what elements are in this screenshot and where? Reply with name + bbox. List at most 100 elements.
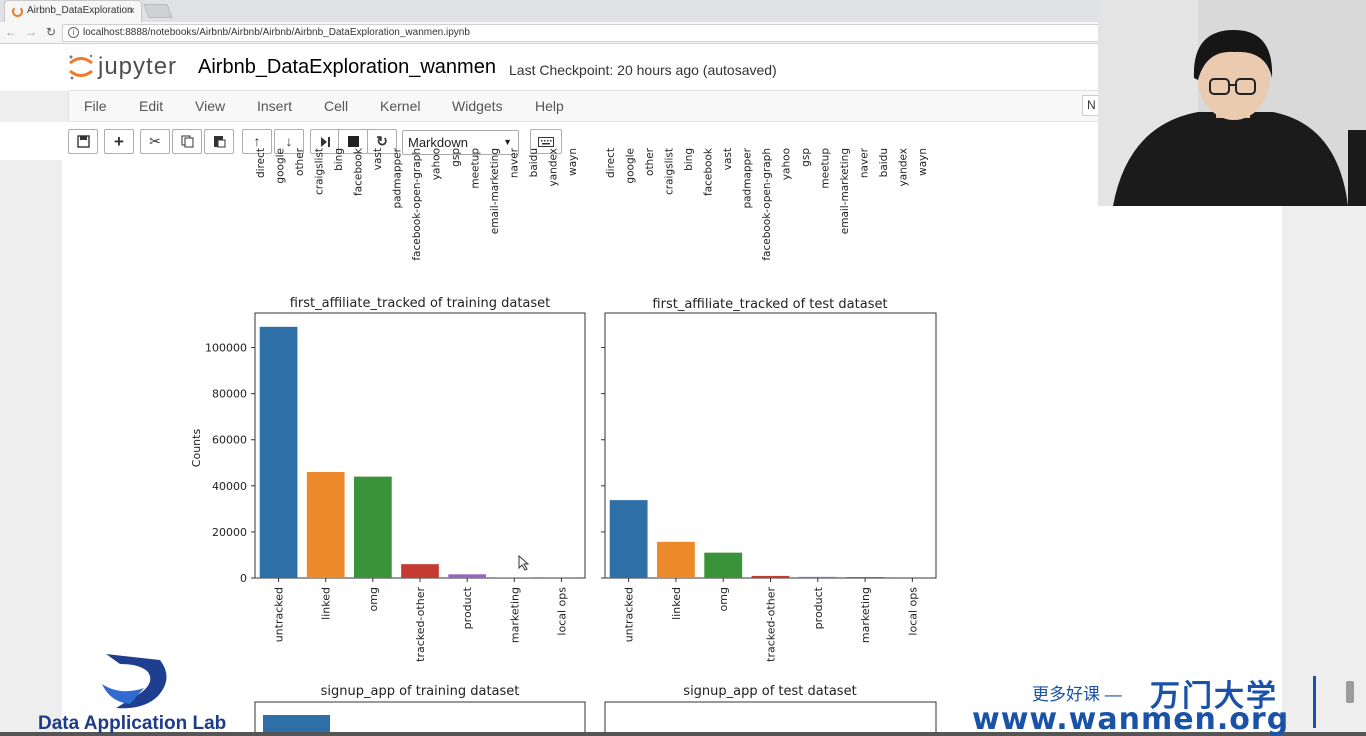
- data-application-lab-logo: [102, 654, 167, 709]
- command-palette-button[interactable]: [530, 129, 562, 154]
- menu-cell[interactable]: Cell: [324, 98, 349, 114]
- top-tick-label: naver: [509, 147, 521, 178]
- top-tick-label: direct: [605, 148, 617, 178]
- menu-help[interactable]: Help: [535, 98, 564, 114]
- top-tick-label: baidu: [878, 148, 890, 177]
- run-icon: [321, 137, 330, 147]
- jupyter-logo-text[interactable]: jupyter: [98, 53, 178, 80]
- top-tick-label: email-marketing: [839, 148, 851, 234]
- cell-type-value: Markdown: [408, 135, 468, 150]
- x-tick-label: linked: [320, 587, 333, 620]
- top-tick-label: baidu: [528, 148, 540, 177]
- menu-view[interactable]: View: [195, 98, 226, 114]
- top-tick-label: padmapper: [742, 147, 754, 208]
- watermark-title: 万门大学: [1150, 679, 1278, 714]
- jupyter-logo-icon: [69, 54, 93, 80]
- chart-test: untracked linked omg tracked-other product ma…: [601, 312, 937, 662]
- cell-type-select[interactable]: Markdown ▼: [402, 130, 519, 155]
- chart-axes-frame: [604, 312, 937, 579]
- menu-file[interactable]: File: [84, 98, 107, 114]
- chart-title-signup-test: signup_app of test dataset: [683, 684, 856, 699]
- top-tick-label: gsp: [450, 148, 462, 167]
- y-tick-label: 40000: [212, 480, 247, 493]
- presenter-video: [1098, 0, 1366, 206]
- top-tick-label: facebook-open-graph: [761, 148, 773, 261]
- insert-cell-button[interactable]: +: [104, 129, 134, 154]
- previous-chart-tick-labels: direct google other craigslist bing facebook v…: [255, 147, 929, 261]
- forward-icon[interactable]: →: [25, 25, 37, 39]
- top-tick-label: google: [275, 148, 287, 184]
- bar-linked: [306, 472, 345, 578]
- y-tick-label: 80000: [212, 388, 247, 401]
- tab-close-icon[interactable]: ×: [128, 5, 135, 17]
- x-tick-label: marketing: [508, 587, 521, 643]
- chevron-down-icon: ▼: [503, 137, 512, 147]
- x-tick-label: product: [812, 586, 825, 629]
- x-tick-label: tracked-other: [765, 587, 778, 662]
- browser-tab[interactable]: Airbnb_DataExploration ×: [4, 0, 142, 22]
- top-tick-label: yandex: [548, 148, 560, 186]
- cut-icon: ✂: [149, 133, 161, 149]
- checkpoint-status: Last Checkpoint: 20 hours ago (autosaved…: [509, 62, 777, 78]
- top-tick-label: facebook: [703, 147, 715, 196]
- top-tick-label: other: [644, 147, 656, 176]
- top-tick-label: naver: [859, 147, 871, 178]
- restart-button[interactable]: ↻: [367, 129, 397, 154]
- chart-title-training: first_affiliate_tracked of training data…: [290, 296, 551, 311]
- menu-bar: File Edit View Insert Cell Kernel Widget…: [68, 90, 1108, 122]
- move-down-button[interactable]: ↓: [274, 129, 304, 154]
- page-scrollbar[interactable]: [1346, 681, 1354, 703]
- top-tick-label: email-marketing: [489, 148, 501, 234]
- watermark-url: www.wanmen.org: [972, 702, 1290, 736]
- paste-button[interactable]: [204, 129, 234, 154]
- bar-omg: [354, 476, 392, 578]
- menu-widgets[interactable]: Widgets: [452, 98, 503, 114]
- chart-title-test: first_affiliate_tracked of test dataset: [652, 297, 887, 312]
- browser-tab-strip: Airbnb_DataExploration ×: [0, 0, 1366, 22]
- x-tick-label: untracked: [623, 587, 636, 642]
- menu-kernel[interactable]: Kernel: [380, 98, 421, 114]
- watermark-divider: [1313, 676, 1316, 728]
- top-tick-label: facebook-open-graph: [411, 148, 423, 261]
- jupyter-favicon-icon: [12, 6, 23, 17]
- reload-icon[interactable]: ↻: [45, 25, 57, 39]
- save-icon: [76, 135, 90, 148]
- top-tick-label: craigslist: [314, 148, 326, 195]
- arrow-down-icon: ↓: [285, 133, 293, 149]
- mouse-cursor-icon: [518, 555, 530, 571]
- copy-button[interactable]: [172, 129, 202, 154]
- watermark-subtitle: 更多好课 —: [1032, 685, 1122, 704]
- top-tick-label: meetup: [470, 148, 482, 189]
- x-tick-label: untracked: [273, 587, 286, 642]
- save-button[interactable]: [68, 129, 98, 154]
- bar-omg: [704, 552, 743, 578]
- top-tick-label: wayn: [917, 148, 929, 176]
- top-tick-label: wayn: [567, 148, 579, 176]
- url-text: localhost:8888/notebooks/Airbnb/Airbnb/A…: [83, 27, 470, 38]
- bar-marketing: [846, 577, 884, 578]
- chart-title-signup-training: signup_app of training dataset: [321, 684, 520, 699]
- signup-training-axes: [254, 701, 586, 736]
- x-tick-label: local ops: [906, 587, 919, 636]
- top-tick-label: direct: [255, 148, 267, 178]
- taskbar-edge: [0, 732, 1366, 736]
- top-tick-label: meetup: [820, 148, 832, 189]
- menu-insert[interactable]: Insert: [257, 98, 293, 114]
- paste-icon: [213, 136, 225, 148]
- cut-button[interactable]: ✂: [140, 129, 170, 154]
- webcam-overlay: [1098, 0, 1366, 206]
- move-up-button[interactable]: ↑: [242, 129, 272, 154]
- site-info-icon[interactable]: i: [68, 27, 79, 38]
- top-tick-label: yahoo: [781, 148, 793, 180]
- notebook-name[interactable]: Airbnb_DataExploration_wanmen: [198, 56, 496, 78]
- x-tick-label: local ops: [555, 587, 568, 636]
- bar-product: [798, 576, 837, 578]
- run-button[interactable]: [310, 129, 340, 154]
- address-bar-row: ← → ↻ i localhost:8888/notebooks/Airbnb/…: [0, 22, 1366, 44]
- back-icon[interactable]: ←: [5, 25, 17, 39]
- menu-edit[interactable]: Edit: [139, 98, 164, 114]
- stop-icon: [347, 136, 359, 147]
- chart-training: 0 20000 40000 60000 80000 100000 untracked link…: [205, 312, 586, 662]
- top-tick-label: gsp: [800, 148, 812, 167]
